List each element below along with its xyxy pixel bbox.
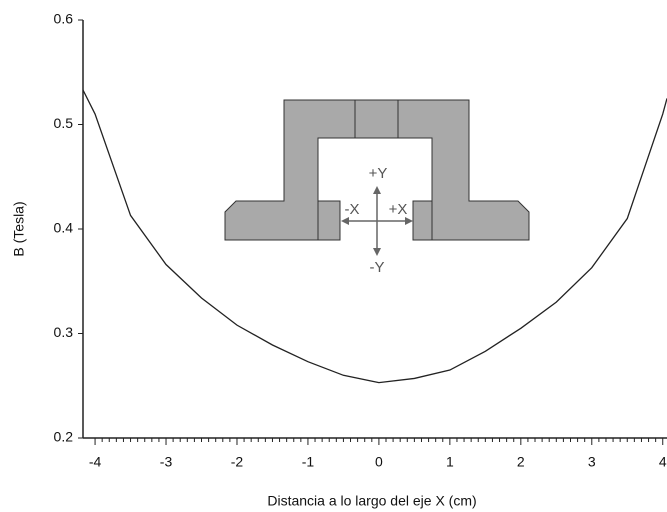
x-tick-label: 3 bbox=[588, 454, 596, 470]
y-axis-label: B (Tesla) bbox=[11, 201, 27, 256]
x-axis-label: Distancia a lo largo del eje X (cm) bbox=[267, 493, 476, 509]
x-tick-label: -1 bbox=[302, 454, 315, 470]
annotation: +Y bbox=[369, 165, 388, 182]
annotation: -X bbox=[345, 201, 360, 218]
y-tick-label: 0.3 bbox=[54, 324, 74, 340]
axes-arrows bbox=[341, 186, 413, 256]
x-tick-label: 2 bbox=[517, 454, 525, 470]
y-tick-label: 0.5 bbox=[54, 115, 74, 131]
y-tick-label: 0.2 bbox=[54, 429, 74, 445]
annotation: +X bbox=[389, 201, 408, 218]
magnet-body bbox=[224, 99, 530, 241]
x-tick-label: 1 bbox=[446, 454, 454, 470]
x-tick-label: -3 bbox=[160, 454, 173, 470]
x-tick-label: -2 bbox=[231, 454, 244, 470]
y-tick-label: 0.4 bbox=[54, 220, 74, 236]
x-tick-label: 0 bbox=[375, 454, 383, 470]
data-line bbox=[82, 89, 667, 384]
annotation: -Y bbox=[370, 259, 385, 276]
magnet-diagram: +Y -X +X -Y bbox=[224, 99, 530, 276]
y-tick-label: 0.6 bbox=[54, 11, 74, 27]
x-tick-label: -4 bbox=[89, 454, 102, 470]
x-tick-label: 4 bbox=[659, 454, 667, 470]
